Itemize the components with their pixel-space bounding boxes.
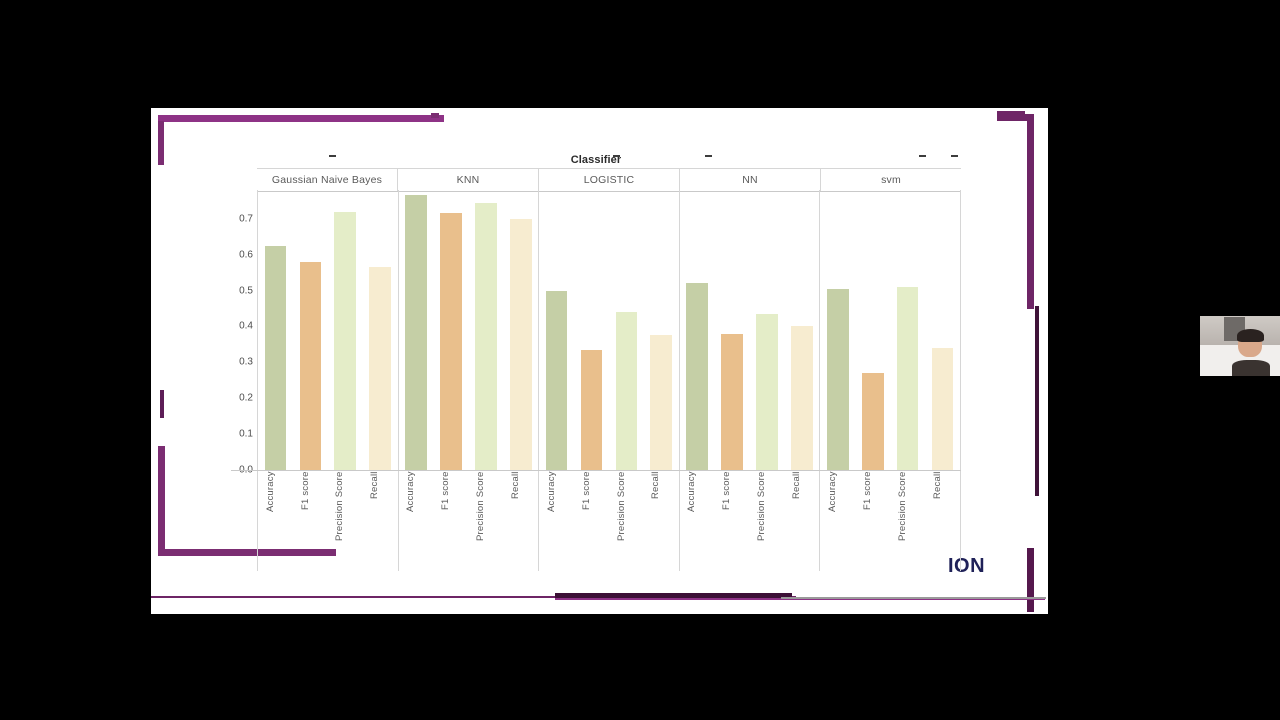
metric-label-panel: Accuracy F1 score Precision Score Recall	[680, 471, 821, 571]
metric-bar[interactable]	[827, 288, 849, 470]
classifier-panel	[399, 190, 540, 470]
x-axis-baseline	[231, 470, 961, 471]
metric-label-panel: Accuracy F1 score Precision Score Recall	[258, 471, 399, 571]
decoration-left-vertical	[158, 121, 164, 165]
y-axis-tick-label: 0.6	[239, 249, 253, 261]
bar-panels	[257, 190, 961, 470]
y-axis-tick-label: 0.1	[239, 428, 253, 440]
y-axis-tick-label: 0.7	[239, 213, 253, 225]
classifier-panel	[539, 190, 680, 470]
classifier-header-row: Gaussian Naive Bayes KNN LOGISTIC NN svm	[257, 168, 961, 192]
top-tick-dash	[613, 155, 620, 157]
decoration-bottom-line-gray	[781, 597, 1046, 599]
decoration-bottom-line-light	[555, 598, 1045, 600]
webcam-person-body	[1232, 360, 1271, 376]
metric-bar[interactable]	[721, 333, 743, 470]
slide-title-fragment: ION	[948, 555, 986, 577]
chart-title: Classifier	[570, 154, 622, 166]
metric-bar[interactable]	[756, 313, 778, 470]
top-tick-dash	[951, 155, 958, 157]
classifier-header-cell: svm	[881, 174, 901, 186]
metric-bar[interactable]	[299, 261, 322, 470]
y-axis-tick-label: 0.4	[239, 320, 253, 332]
metric-label: F1 score	[861, 471, 873, 510]
metric-bar[interactable]	[405, 195, 427, 470]
classifier-header-cell: LOGISTIC	[539, 169, 680, 191]
metric-label: F1 score	[299, 471, 311, 510]
metric-label: Precision Score	[756, 471, 768, 541]
metric-label: Accuracy	[264, 471, 276, 512]
classifier-panel	[820, 190, 960, 470]
top-tick-dash	[919, 155, 926, 157]
classifier-header-cell: NN	[680, 169, 821, 191]
metric-label: F1 score	[580, 471, 592, 510]
metric-label-panel: Accuracy F1 score Precision Score Recall	[820, 471, 960, 571]
y-axis: 0.0 0.1 0.2 0.3 0.4 0.5 0.6 0.7	[231, 190, 257, 475]
decoration-right-vertical-lower	[1027, 548, 1034, 612]
metric-bar[interactable]	[861, 373, 884, 470]
metric-label: F1 score	[721, 471, 733, 510]
metric-label: Recall	[931, 471, 943, 499]
y-axis-tick-label: 0.5	[239, 285, 253, 296]
metric-label: Recall	[791, 471, 803, 499]
top-tick-dash	[329, 155, 336, 157]
decoration-bottom-line-dark	[555, 593, 792, 598]
decoration-top-bar	[158, 115, 444, 122]
metric-bar[interactable]	[931, 347, 954, 470]
metric-label: Recall	[509, 471, 521, 499]
classifier-panel	[680, 190, 821, 470]
decoration-bottom-left-vertical	[158, 446, 165, 556]
metric-label: F1 score	[440, 471, 452, 510]
metric-bar[interactable]	[264, 245, 287, 470]
classifier-header-cell: Gaussian Naive Bayes	[257, 169, 398, 191]
metric-bar[interactable]	[334, 211, 357, 470]
metric-bar[interactable]	[369, 267, 391, 470]
metric-bar[interactable]	[650, 335, 673, 470]
classifier-header-cell: KNN	[398, 169, 539, 191]
metric-label: Accuracy	[827, 471, 838, 512]
metric-label: Precision Score	[615, 471, 627, 541]
decoration-right-top-horizontal	[997, 114, 1034, 121]
metric-bar[interactable]	[475, 202, 497, 470]
decoration-bottom-line	[151, 596, 796, 598]
metric-bar[interactable]	[580, 349, 603, 470]
metric-label: Precision Score	[475, 471, 486, 541]
decoration-top-bar-cap	[431, 113, 439, 118]
y-axis-tick-label: 0.3	[239, 356, 253, 368]
metric-label: Recall	[650, 471, 662, 499]
metric-label: Accuracy	[405, 471, 417, 512]
plot-body: 0.0 0.1 0.2 0.3 0.4 0.5 0.6 0.7	[231, 190, 961, 476]
classifier-panel	[258, 190, 399, 470]
decoration-bottom-left-horizontal	[158, 549, 336, 556]
metric-bar[interactable]	[440, 213, 462, 470]
metric-label: Accuracy	[686, 471, 698, 512]
metric-bar[interactable]	[686, 283, 709, 470]
metric-label-panel: Accuracy F1 score Precision Score Recall	[539, 471, 680, 571]
presenter-webcam[interactable]	[1200, 316, 1280, 376]
webcam-person-hair	[1236, 329, 1264, 343]
classifier-metrics-chart: Classifier Gaussian Naive Bayes KNN LOGIST…	[231, 154, 961, 574]
metric-bar[interactable]	[509, 218, 532, 470]
y-axis-tick-label: 0.2	[239, 392, 253, 404]
decoration-left-small-mark	[160, 390, 164, 418]
metric-label: Precision Score	[334, 471, 346, 541]
metric-bar[interactable]	[896, 286, 919, 470]
decoration-right-vertical-upper	[1027, 114, 1034, 309]
metric-label: Accuracy	[545, 471, 557, 512]
metric-bar[interactable]	[545, 290, 568, 470]
metric-bar[interactable]	[791, 326, 813, 470]
metric-label: Recall	[369, 471, 381, 499]
metric-labels-row: Accuracy F1 score Precision Score Recall Acc…	[257, 471, 961, 571]
metric-bar[interactable]	[615, 312, 638, 470]
top-tick-dash	[705, 155, 712, 157]
decoration-right-vertical-middle	[1035, 306, 1039, 496]
presentation-slide: ION Classifier Gaussian Naive Bayes KNN LO…	[151, 108, 1048, 614]
metric-label: Precision Score	[896, 471, 908, 541]
metric-label-panel: Accuracy F1 score Precision Score Recall	[399, 471, 540, 571]
